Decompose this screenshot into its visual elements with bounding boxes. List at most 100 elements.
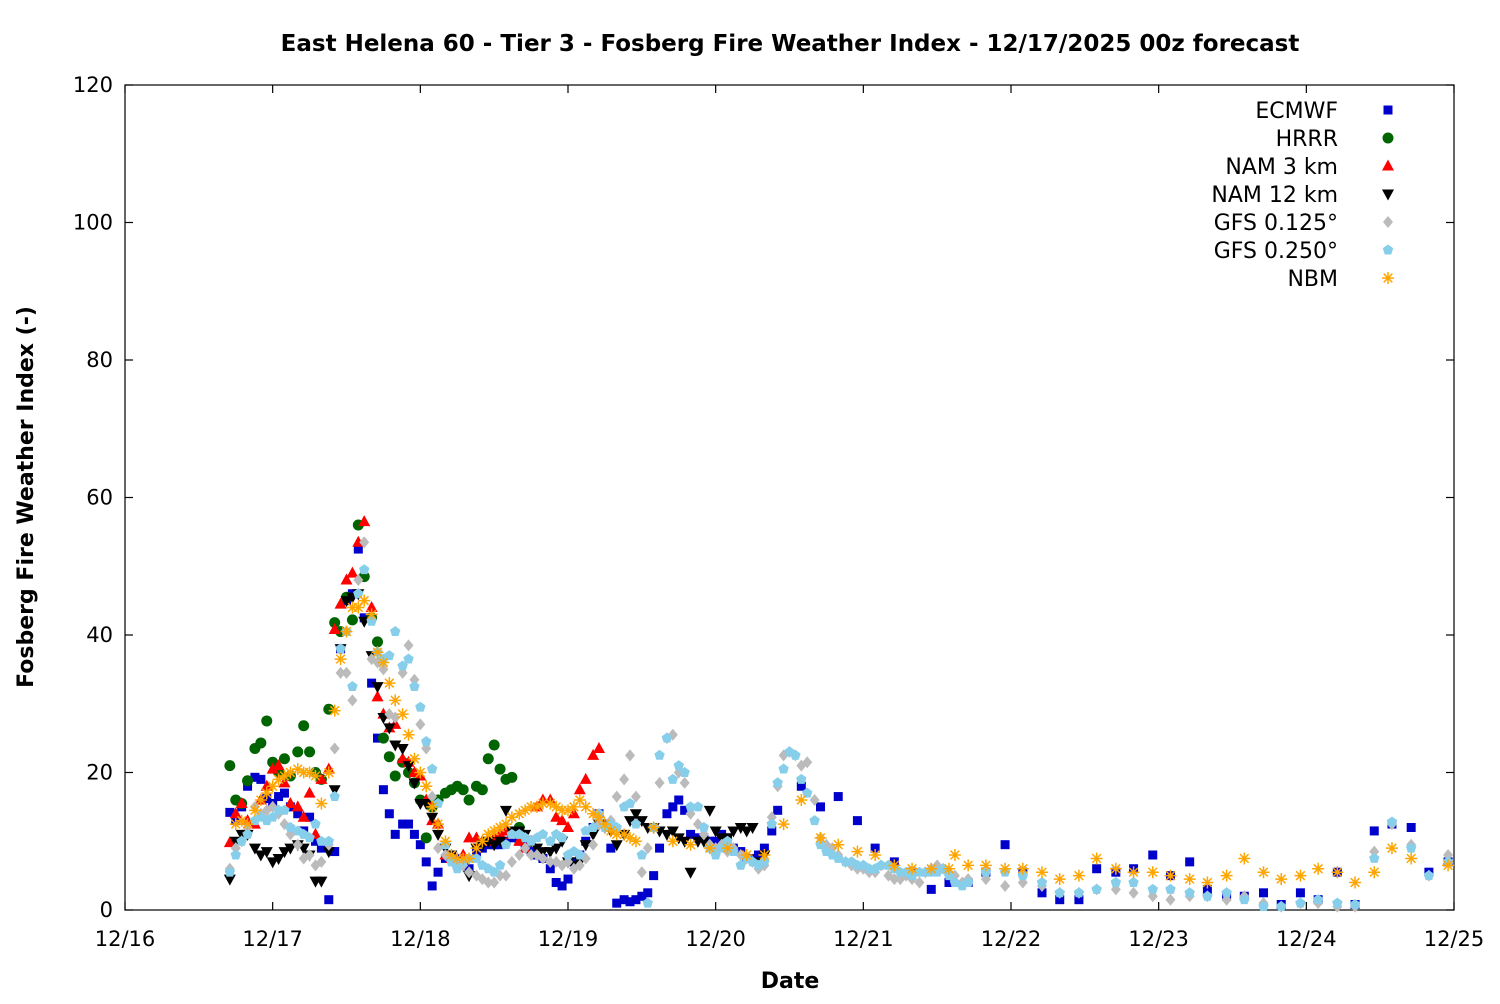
chart-title: East Helena 60 - Tier 3 - Fosberg Fire W… <box>281 31 1300 57</box>
data-point <box>629 835 642 848</box>
data-point <box>942 862 955 875</box>
data-point <box>1053 873 1066 886</box>
data-point <box>1239 894 1250 905</box>
data-point <box>722 835 733 846</box>
data-point <box>384 650 395 661</box>
data-point <box>1275 873 1288 886</box>
data-point <box>328 785 341 797</box>
legend-label-gfs-0-125: GFS 0.125° <box>1214 211 1338 236</box>
data-point <box>500 839 512 850</box>
data-point <box>643 888 653 898</box>
data-point <box>463 852 476 865</box>
x-tick-label: 12/23 <box>1128 927 1189 951</box>
data-point <box>506 828 518 839</box>
data-point <box>310 836 320 846</box>
data-point <box>593 741 606 753</box>
data-point <box>686 829 696 839</box>
data-point <box>944 878 954 887</box>
data-point <box>255 737 267 749</box>
data-point <box>654 749 665 760</box>
data-point <box>999 862 1012 875</box>
data-point <box>1128 886 1139 899</box>
data-point <box>390 829 400 839</box>
data-point <box>1332 897 1343 908</box>
data-point <box>1185 857 1195 867</box>
data-point <box>1090 852 1103 865</box>
data-point <box>482 828 495 841</box>
data-point <box>636 849 648 860</box>
data-point <box>1201 876 1214 889</box>
data-point <box>852 816 862 826</box>
data-point <box>403 639 414 652</box>
data-point <box>545 864 555 874</box>
data-point <box>352 601 365 614</box>
data-point <box>588 838 599 851</box>
data-point <box>574 859 585 872</box>
x-tick-label: 12/17 <box>242 927 303 951</box>
data-point <box>346 566 359 578</box>
data-point <box>223 836 236 848</box>
legend-marker-hrrr <box>1382 132 1394 144</box>
data-point <box>304 832 315 843</box>
data-point <box>494 763 506 775</box>
data-point <box>1221 887 1232 898</box>
data-point <box>402 761 415 773</box>
data-point <box>396 752 409 764</box>
data-point <box>802 756 813 769</box>
data-point <box>550 843 563 855</box>
data-point <box>550 800 563 813</box>
data-point <box>347 694 358 707</box>
data-point <box>398 819 408 829</box>
data-point <box>1184 887 1195 898</box>
data-point <box>284 843 297 855</box>
data-point <box>759 843 769 853</box>
data-point <box>378 663 389 676</box>
data-point <box>341 666 352 679</box>
data-point <box>310 818 321 829</box>
data-point <box>316 843 326 853</box>
data-point <box>1091 883 1102 894</box>
legend-marker-gfs-0-250 <box>1382 244 1394 255</box>
data-point <box>579 800 592 813</box>
data-point <box>1202 884 1212 894</box>
data-point <box>367 678 377 688</box>
data-point <box>316 855 327 868</box>
data-point <box>483 876 494 889</box>
data-point <box>1109 862 1122 875</box>
data-point <box>378 785 388 795</box>
data-point <box>888 859 901 872</box>
data-point <box>680 805 690 815</box>
legend-label-nbm: NBM <box>1287 267 1338 292</box>
data-point <box>260 847 273 859</box>
data-point <box>618 828 631 841</box>
data-point <box>340 625 353 638</box>
data-point <box>1406 823 1416 832</box>
data-point <box>266 780 279 793</box>
data-point <box>347 681 358 692</box>
data-point <box>668 802 678 812</box>
data-point <box>1000 879 1011 892</box>
data-point <box>556 832 568 843</box>
axes-layer: 12/16 12/17 12/18 12/19 12/20 12/21 12/22 12/23… <box>73 73 1484 951</box>
data-point <box>678 836 691 848</box>
data-point <box>489 876 500 889</box>
data-point <box>334 597 347 609</box>
data-point <box>519 804 532 817</box>
x-tick-label: 12/22 <box>981 927 1042 951</box>
data-point <box>266 857 279 869</box>
data-point <box>371 646 384 659</box>
data-point <box>767 826 777 836</box>
data-point <box>679 767 690 777</box>
data-point <box>426 812 439 824</box>
data-point <box>674 795 684 805</box>
data-point <box>697 836 710 848</box>
data-point <box>274 792 284 802</box>
data-point <box>1036 877 1048 887</box>
data-point <box>1423 870 1435 881</box>
data-point <box>334 653 347 666</box>
data-point <box>340 573 353 585</box>
data-point <box>654 776 665 789</box>
data-point <box>260 779 273 791</box>
data-point <box>870 843 880 853</box>
data-point <box>906 870 918 881</box>
